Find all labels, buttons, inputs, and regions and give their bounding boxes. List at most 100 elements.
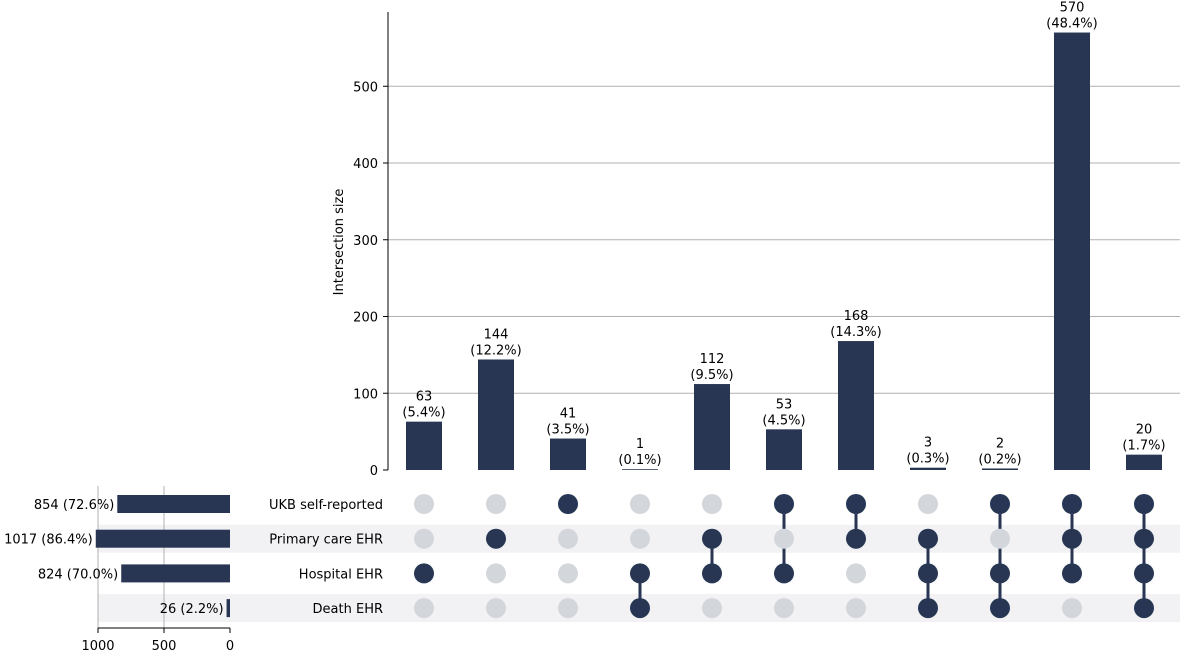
membership-dot-inactive [558, 598, 578, 619]
membership-dot-active [630, 563, 650, 584]
membership-dot-inactive [558, 528, 578, 549]
bar-percent-label: (3.5%) [546, 423, 589, 438]
membership-dot-inactive [414, 598, 434, 619]
membership-dot-active [1062, 563, 1082, 584]
set-size-tick-label: 1000 [81, 639, 114, 652]
membership-dot-active [990, 598, 1010, 619]
bar-percent-label: (0.1%) [618, 453, 661, 468]
bar-count-label: 2 [996, 436, 1004, 451]
bar-percent-label: (1.7%) [1122, 439, 1165, 454]
bar-percent-label: (9.5%) [690, 368, 733, 383]
set-size-bar [121, 564, 230, 583]
membership-dot-active [630, 598, 650, 619]
set-size-bar [226, 599, 230, 618]
set-size-label: 1017 (86.4%) [4, 533, 93, 548]
membership-dot-active [846, 494, 866, 514]
bar-count-label: 1 [636, 437, 644, 452]
bar-count-label: 41 [560, 407, 577, 422]
set-size-tick-label: 500 [152, 639, 177, 652]
bar-count-label: 20 [1136, 423, 1153, 438]
bar-percent-label: (5.4%) [402, 406, 445, 421]
membership-dot-inactive [846, 563, 866, 584]
set-name-label: UKB self-reported [269, 498, 383, 513]
y-tick-label: 0 [370, 464, 378, 479]
bar-percent-label: (12.2%) [470, 343, 521, 358]
bar-percent-label: (4.5%) [762, 413, 805, 428]
membership-dot-inactive [918, 494, 938, 514]
membership-dot-active [1062, 528, 1082, 549]
intersection-bar [766, 429, 802, 470]
grid-layer [388, 85, 1180, 394]
bar-count-label: 570 [1060, 1, 1085, 16]
y-tick-label: 500 [353, 80, 378, 95]
bar-count-label: 112 [700, 352, 725, 367]
membership-dot-inactive [702, 598, 722, 619]
set-size-label: 824 (70.0%) [38, 567, 118, 582]
membership-dot-inactive [846, 598, 866, 619]
membership-dot-inactive [630, 494, 650, 514]
membership-dot-inactive [486, 598, 506, 619]
y-axis: Intersection size 0 100 200 300 400 500 [332, 12, 389, 479]
intersection-bar [982, 468, 1018, 470]
bar-percent-label: (0.3%) [906, 452, 949, 467]
bar-percent-label: (48.4%) [1046, 17, 1097, 32]
intersection-bar [1054, 32, 1090, 471]
membership-dot-active [774, 494, 794, 514]
set-size-panel: 1000 500 0 854 (72.6%) 1017 (86.4%) 824 (70.0… [4, 486, 234, 652]
membership-dot-active [558, 494, 578, 514]
membership-dot-active [918, 563, 938, 584]
bar-count-label: 3 [924, 436, 932, 451]
membership-dot-inactive [558, 563, 578, 584]
membership-dot-active [990, 563, 1010, 584]
intersection-bar [550, 438, 586, 470]
membership-dot-active [918, 528, 938, 549]
membership-dot-active [774, 563, 794, 584]
membership-dot-active [846, 528, 866, 549]
intersection-bar [1126, 454, 1162, 470]
membership-dot-inactive [774, 528, 794, 549]
set-size-label: 26 (2.2%) [160, 602, 224, 617]
set-name-label: Death EHR [313, 602, 383, 617]
intersection-bar [406, 421, 442, 470]
set-name-label: Hospital EHR [299, 567, 383, 582]
bar-count-label: 63 [416, 390, 433, 405]
bar-count-label: 53 [776, 397, 793, 412]
membership-dot-active [990, 494, 1010, 514]
intersection-bars: 63(5.4%) 144(12.2%) 41(3.5%) 1(0.1%) 112(9.5… [402, 1, 1166, 471]
membership-dot-inactive [486, 563, 506, 584]
membership-dot-active [702, 528, 722, 549]
bar-count-label: 144 [484, 327, 509, 342]
membership-dot-inactive [1062, 598, 1082, 619]
intersection-bar [622, 469, 658, 470]
membership-dot-active [918, 598, 938, 619]
membership-dot-active [1062, 494, 1082, 514]
y-tick-label: 300 [353, 234, 378, 249]
y-tick-label: 400 [353, 157, 378, 172]
bar-percent-label: (14.3%) [830, 325, 881, 340]
set-size-bar [117, 495, 230, 513]
membership-dot-inactive [414, 528, 434, 549]
membership-dot-inactive [630, 528, 650, 549]
membership-dot-active [1134, 528, 1154, 549]
y-tick-label: 100 [353, 387, 378, 402]
membership-dot-active [1134, 563, 1154, 584]
membership-dot-inactive [414, 494, 434, 514]
membership-matrix: UKB self-reported Primary care EHR Hospita… [269, 494, 1154, 619]
intersection-bar [478, 359, 514, 470]
set-size-bar [95, 529, 230, 548]
set-size-tick-label: 0 [226, 639, 234, 652]
intersection-bar [838, 341, 874, 470]
bar-count-label: 168 [844, 309, 869, 324]
membership-dot-active [702, 563, 722, 584]
membership-dot-active [1134, 494, 1154, 514]
membership-dot-inactive [774, 598, 794, 619]
y-axis-label: Intersection size [332, 189, 347, 296]
set-size-label: 854 (72.6%) [34, 498, 114, 513]
bar-percent-label: (0.2%) [978, 452, 1021, 467]
membership-dot-active [1134, 598, 1154, 619]
membership-dot-active [414, 563, 434, 584]
membership-dot-inactive [486, 494, 506, 514]
set-name-label: Primary care EHR [269, 533, 383, 548]
intersection-bar [694, 384, 730, 470]
